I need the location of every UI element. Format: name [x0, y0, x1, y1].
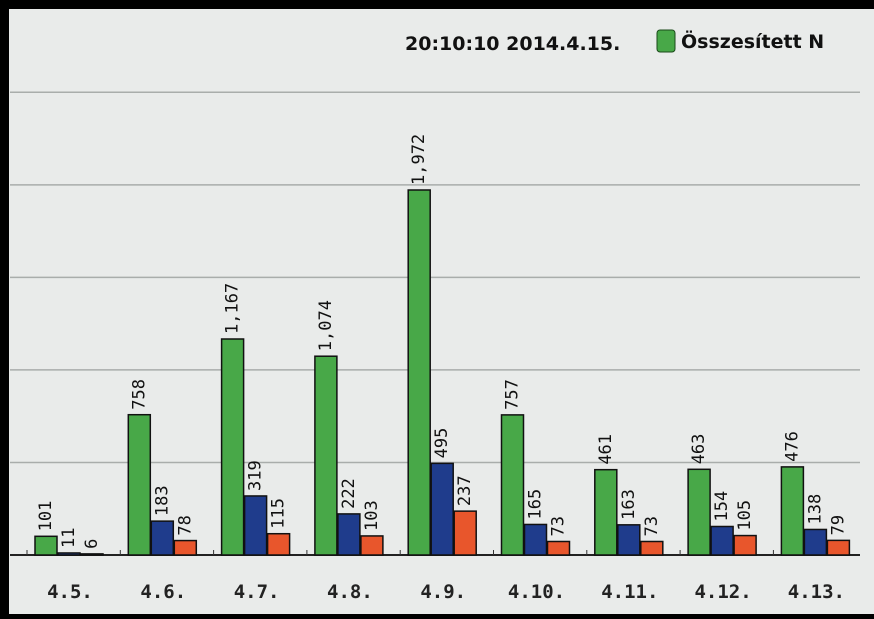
bar: [174, 541, 196, 555]
x-tick-label: 4.13.: [788, 581, 845, 603]
x-tick-label: 4.10.: [508, 581, 565, 603]
value-label: 154: [712, 491, 732, 522]
value-label: 103: [362, 500, 382, 531]
value-label: 6: [82, 539, 102, 549]
bar: [151, 521, 173, 555]
x-tick-label: 4.11.: [601, 581, 658, 603]
x-tick-label: 4.5.: [47, 581, 93, 603]
value-label: 11: [59, 527, 79, 547]
value-label: 163: [619, 489, 639, 520]
bar: [548, 541, 570, 555]
bar: [408, 190, 430, 555]
value-label: 758: [129, 379, 149, 410]
value-label: 115: [269, 498, 289, 529]
bar: [711, 526, 733, 555]
value-label: 73: [642, 516, 662, 536]
bar: [502, 415, 524, 555]
bar: [827, 540, 849, 555]
bar: [804, 529, 826, 555]
bar: [431, 463, 453, 555]
x-tick-label: 4.6.: [140, 581, 186, 603]
value-label: 138: [805, 494, 825, 525]
value-label: 1,167: [223, 283, 243, 334]
bar: [361, 536, 383, 555]
x-tick-label: 4.9.: [420, 581, 466, 603]
legend-label: Összesített N: [681, 29, 824, 53]
value-label: 476: [782, 431, 802, 462]
bar: [734, 536, 756, 555]
header-time: 20:10:10 2014.4.15.: [405, 33, 620, 55]
value-label: 757: [503, 379, 523, 410]
value-label: 222: [339, 478, 359, 509]
bar: [781, 467, 803, 555]
bar: [595, 470, 617, 555]
bar: [315, 356, 337, 555]
value-label: 461: [596, 434, 616, 465]
value-label: 105: [735, 500, 755, 531]
value-label: 73: [549, 516, 569, 536]
bar: [641, 541, 663, 555]
bar: [688, 469, 710, 555]
bar: [338, 514, 360, 555]
value-label: 165: [526, 489, 546, 520]
value-label: 1,074: [316, 300, 336, 351]
x-tick-label: 4.7.: [234, 581, 280, 603]
bar: [245, 496, 267, 555]
bar: [35, 536, 57, 555]
value-label: 495: [432, 428, 452, 459]
bar: [525, 524, 547, 555]
bar: [58, 553, 80, 555]
bar: [618, 525, 640, 555]
value-label: 79: [828, 515, 848, 535]
bar: [268, 534, 290, 555]
bar: [128, 415, 150, 555]
value-label: 78: [175, 515, 195, 535]
legend-swatch: [657, 30, 675, 52]
bar: [222, 339, 244, 555]
value-label: 101: [36, 501, 56, 532]
value-label: 1,972: [409, 134, 429, 185]
x-tick-label: 4.12.: [694, 581, 751, 603]
chart: 20:10:10 2014.4.15. Összesített N 4.5. 101…: [0, 0, 874, 619]
bar: [454, 511, 476, 555]
value-label: 463: [689, 434, 709, 465]
value-label: 319: [246, 460, 266, 491]
bar: [81, 554, 103, 555]
value-label: 183: [152, 485, 172, 516]
x-tick-label: 4.8.: [327, 581, 373, 603]
value-label: 237: [455, 475, 475, 506]
